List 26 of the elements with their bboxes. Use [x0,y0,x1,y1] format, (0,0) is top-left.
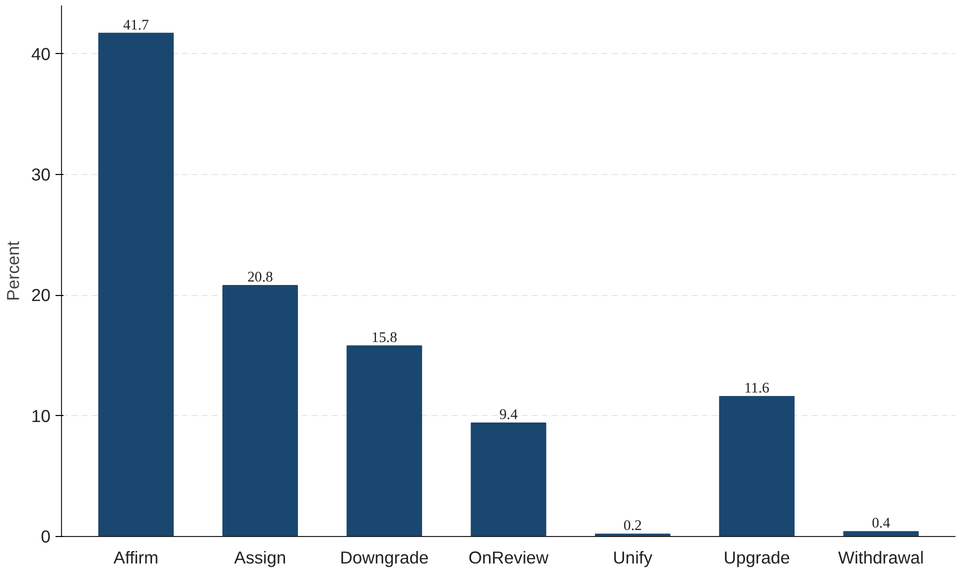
x-tick-label: Assign [234,548,286,568]
y-tick-label: 0 [40,526,51,546]
data-label: 9.4 [499,407,518,424]
data-label: 0.4 [872,516,891,532]
data-label: 11.6 [744,380,770,397]
x-tick-label: Unify [612,548,653,568]
data-label: 0.2 [624,518,642,534]
y-tick-label: 20 [31,285,51,306]
bar [98,32,174,536]
x-tick-label: Upgrade [724,548,790,568]
y-tick-label: 40 [31,44,51,64]
x-tick-label: Affirm [114,548,158,568]
data-label: 41.7 [123,17,149,34]
data-label: 15.8 [372,330,398,346]
bar [222,284,298,536]
data-label: 20.8 [247,269,273,286]
y-axis-title: Percent [3,240,24,301]
bar [843,531,919,536]
y-tick-label: 10 [31,406,51,426]
bar [346,345,422,536]
x-tick-label: OnReview [468,548,549,568]
x-tick-label: Withdrawal [838,548,924,568]
bar [470,422,546,536]
bar [719,396,795,536]
x-tick-label: Downgrade [340,548,429,568]
y-tick-label: 30 [31,164,51,184]
